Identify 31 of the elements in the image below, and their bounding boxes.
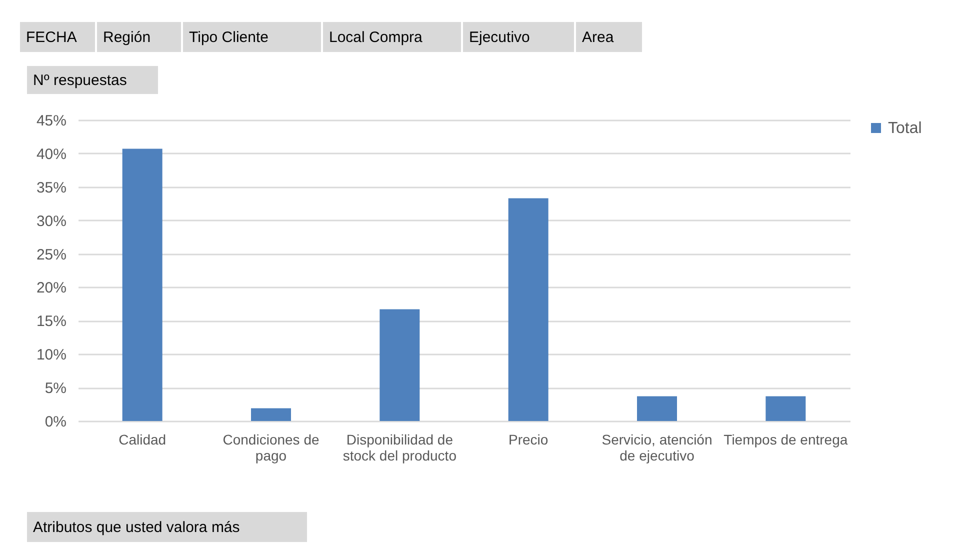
x-tick-label: Disponibilidad de stock del producto (342, 432, 457, 464)
y-tick-label: 0% (44, 414, 66, 430)
y-tick-label: 35% (36, 179, 66, 196)
bar (122, 148, 162, 421)
x-tick-label: Calidad (118, 432, 166, 448)
text: Local Compra (329, 29, 424, 46)
text: Tipo Cliente (189, 29, 268, 46)
text: FECHA (26, 29, 77, 46)
x-tick-label: Condiciones de pago (222, 432, 320, 464)
text: Nº respuestas (33, 72, 127, 89)
x-tick-label: Tiempos de entrega (724, 432, 848, 448)
y-tick-label: 5% (44, 380, 66, 398)
legend-label: Total (888, 120, 922, 137)
y-tick-label: 45% (36, 112, 66, 130)
x-tick-label: Precio (508, 432, 548, 448)
text: Area (582, 29, 614, 46)
y-tick-label: 40% (36, 146, 66, 163)
bar (251, 408, 291, 421)
y-tick-label: 30% (36, 212, 66, 230)
bar (508, 198, 548, 421)
bar (766, 396, 806, 421)
text: Ejecutivo (469, 29, 530, 46)
text: Atributos que usted valora más (33, 519, 240, 536)
y-tick-label: 10% (36, 346, 66, 364)
text: Región (103, 29, 151, 46)
x-tick-label: Servicio, atención de ejecutivo (602, 432, 712, 464)
y-tick-label: 15% (36, 313, 66, 330)
bar (380, 309, 420, 421)
y-tick-label: 25% (36, 246, 66, 264)
y-tick-label: 20% (36, 280, 66, 297)
bar (637, 396, 677, 421)
